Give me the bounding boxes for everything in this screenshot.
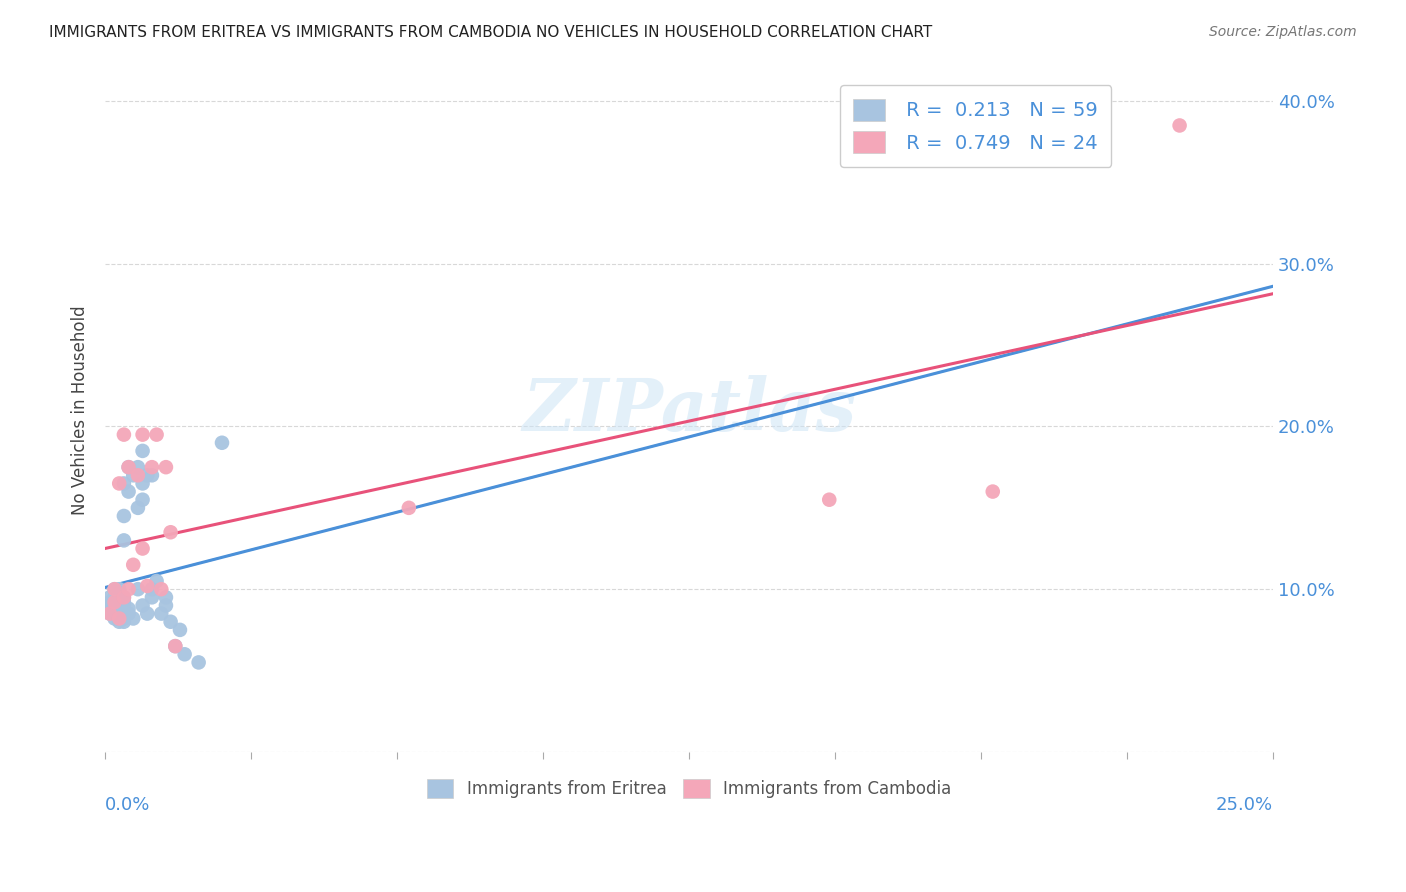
Point [145, 574, 167, 588]
Point [155, 460, 177, 475]
Point [131, 541, 153, 556]
Point [108, 607, 131, 621]
Point [117, 484, 139, 499]
Legend: Immigrants from Eritrea, Immigrants from Cambodia: Immigrants from Eritrea, Immigrants from… [420, 772, 957, 805]
Point [112, 591, 135, 605]
Point [103, 611, 125, 625]
Point [117, 582, 139, 597]
Point [131, 599, 153, 613]
Point [169, 623, 191, 637]
Point [155, 599, 177, 613]
Point [117, 460, 139, 475]
Point [112, 601, 135, 615]
Point [117, 607, 139, 621]
Point [103, 591, 125, 605]
Point [136, 468, 159, 483]
Point [127, 582, 149, 597]
Point [112, 533, 135, 548]
Point [117, 601, 139, 615]
Text: 25.0%: 25.0% [1216, 797, 1272, 814]
Point [108, 601, 131, 615]
Point [150, 582, 173, 597]
Point [103, 595, 125, 609]
Point [108, 611, 131, 625]
Point [108, 605, 131, 619]
Point [398, 500, 420, 515]
Point [136, 579, 159, 593]
Text: ZIPatlas: ZIPatlas [522, 375, 856, 446]
Text: Source: ZipAtlas.com: Source: ZipAtlas.com [1209, 25, 1357, 39]
Point [112, 427, 135, 442]
Point [131, 492, 153, 507]
Point [145, 427, 167, 442]
Point [155, 591, 177, 605]
Point [165, 639, 187, 653]
Point [108, 611, 131, 625]
Point [112, 607, 135, 621]
Point [211, 435, 233, 450]
Point [981, 484, 1004, 499]
Point [108, 476, 131, 491]
Point [159, 615, 181, 629]
Text: 0.0%: 0.0% [105, 797, 150, 814]
Point [818, 492, 841, 507]
Point [98, 607, 121, 621]
Point [131, 443, 153, 458]
Point [141, 582, 163, 597]
Point [112, 615, 135, 629]
Point [103, 582, 125, 597]
Point [187, 656, 209, 670]
Point [141, 591, 163, 605]
Point [103, 601, 125, 615]
Point [108, 585, 131, 599]
Point [159, 525, 181, 540]
Point [165, 639, 187, 653]
Point [141, 468, 163, 483]
Point [112, 476, 135, 491]
Point [112, 611, 135, 625]
Point [108, 599, 131, 613]
Point [112, 591, 135, 605]
Point [112, 599, 135, 613]
Point [122, 468, 145, 483]
Point [108, 615, 131, 629]
Point [108, 582, 131, 597]
Point [98, 591, 121, 605]
Point [117, 460, 139, 475]
Point [103, 607, 125, 621]
Point [131, 476, 153, 491]
Text: IMMIGRANTS FROM ERITREA VS IMMIGRANTS FROM CAMBODIA NO VEHICLES IN HOUSEHOLD COR: IMMIGRANTS FROM ERITREA VS IMMIGRANTS FR… [49, 25, 932, 40]
Point [127, 500, 149, 515]
Point [98, 607, 121, 621]
Point [173, 648, 195, 662]
Point [122, 558, 145, 572]
Point [141, 460, 163, 475]
Point [127, 468, 149, 483]
Point [131, 427, 153, 442]
Point [150, 607, 173, 621]
Point [108, 591, 131, 605]
Point [98, 599, 121, 613]
Point [103, 582, 125, 597]
Point [103, 599, 125, 613]
Point [108, 595, 131, 609]
Point [112, 595, 135, 609]
Point [103, 595, 125, 609]
Y-axis label: No Vehicles in Household: No Vehicles in Household [72, 305, 89, 515]
Point [127, 460, 149, 475]
Point [136, 607, 159, 621]
Point [1168, 119, 1191, 133]
Point [112, 508, 135, 523]
Point [98, 595, 121, 609]
Point [122, 611, 145, 625]
